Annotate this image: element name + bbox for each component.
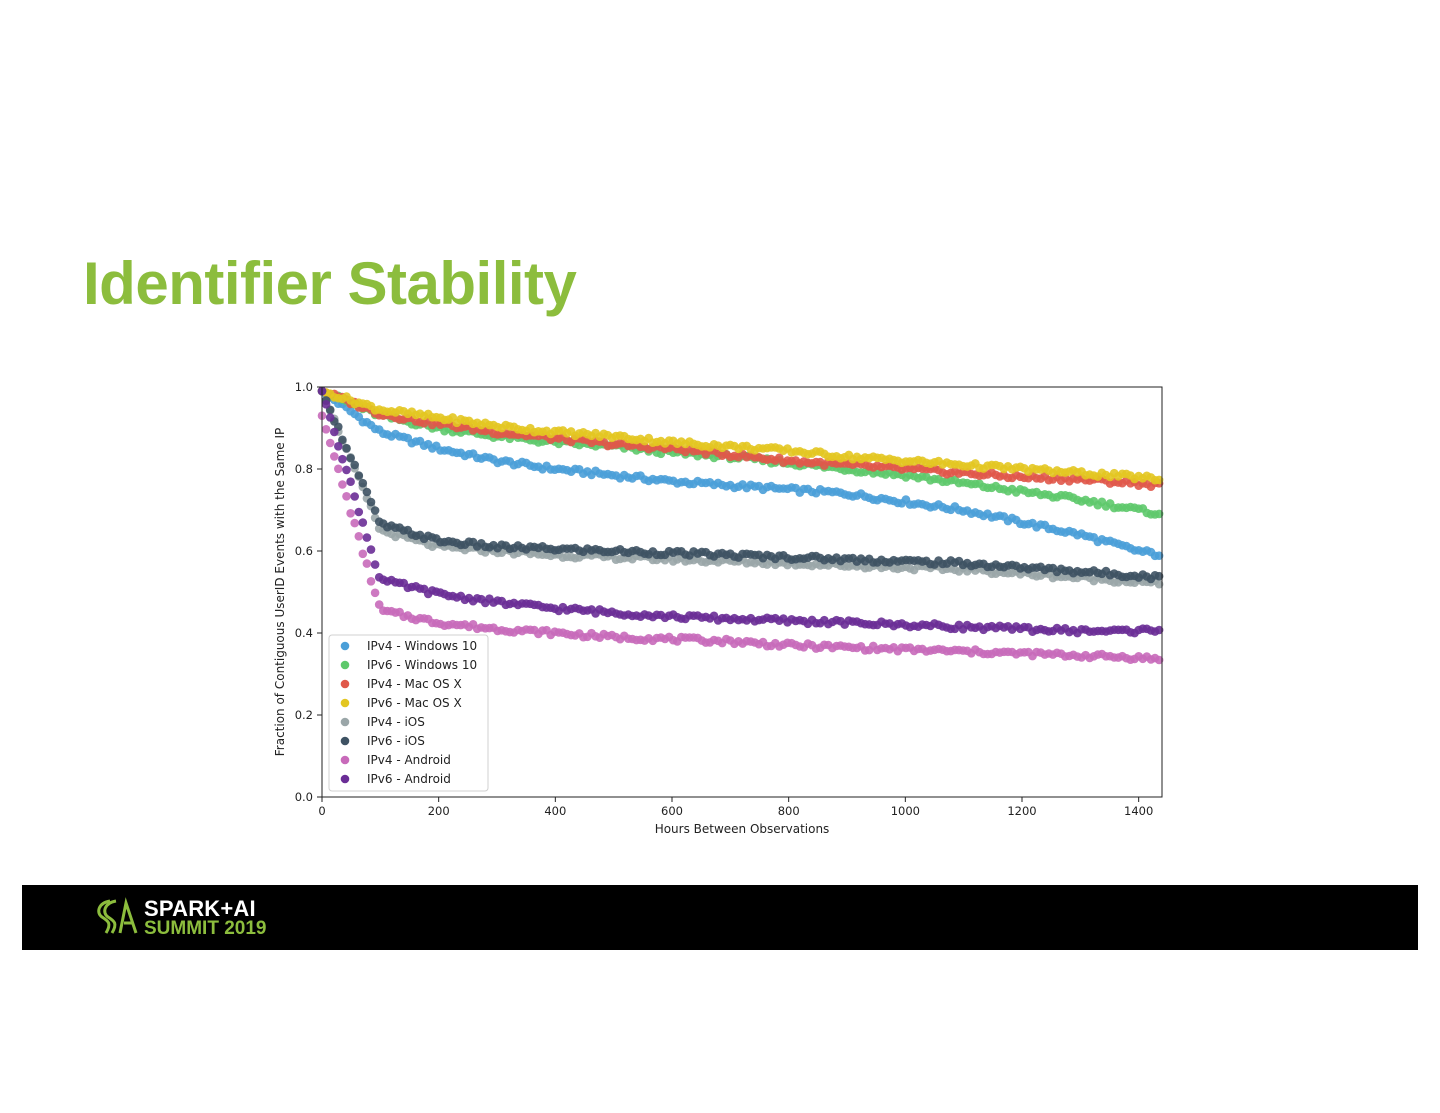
spark-ai-summit-logo: SPARK+AI SUMMIT 2019	[92, 897, 282, 939]
data-point	[370, 560, 380, 569]
plot-frame	[321, 386, 1163, 798]
footer-bar: SPARK+AI SUMMIT 2019	[22, 885, 1418, 950]
data-point	[1154, 475, 1164, 485]
data-point	[346, 509, 355, 518]
legend-marker	[340, 641, 350, 651]
x-tick-label: 200	[428, 804, 450, 818]
x-tick-label: 1400	[1124, 804, 1153, 818]
data-point	[321, 400, 331, 409]
data-point	[358, 549, 368, 559]
data-point	[342, 443, 351, 453]
data-point	[374, 600, 384, 609]
data-point	[321, 425, 331, 434]
legend-marker	[340, 717, 350, 727]
data-point	[1154, 625, 1164, 635]
data-point	[1154, 509, 1164, 519]
data-point	[370, 588, 380, 598]
x-tick-label: 600	[661, 804, 683, 818]
legend-marker	[340, 660, 350, 670]
data-point	[354, 532, 364, 541]
data-point	[325, 438, 335, 448]
data-point	[1154, 551, 1164, 560]
x-tick-label: 1000	[891, 804, 920, 818]
data-point	[325, 413, 335, 422]
legend-marker	[340, 679, 350, 689]
legend-box	[328, 634, 489, 792]
data-point	[342, 492, 351, 501]
data-point	[366, 545, 376, 554]
data-point	[370, 506, 380, 515]
legend-label: IPv4 - iOS	[367, 715, 425, 729]
legend-marker	[340, 736, 350, 746]
data-point	[354, 471, 364, 480]
y-tick-label: 0.8	[295, 462, 313, 476]
data-point	[330, 452, 339, 461]
data-point	[1154, 655, 1164, 665]
legend-marker	[340, 698, 350, 708]
x-tick-label: 1200	[1007, 804, 1036, 818]
legend-label: IPv6 - Android	[367, 772, 451, 786]
data-point	[358, 518, 368, 527]
y-axis-label: Fraction of Contiguous UserID Events wit…	[273, 428, 287, 757]
y-tick-label: 0.2	[295, 708, 313, 722]
data-point	[362, 559, 372, 568]
data-point	[334, 442, 343, 451]
data-point	[362, 487, 372, 497]
slide-title: Identifier Stability	[83, 250, 577, 317]
data-point	[338, 480, 347, 489]
legend-label: IPv6 - Windows 10	[367, 658, 477, 672]
data-point	[358, 478, 368, 488]
data-point	[1154, 579, 1164, 589]
legend-label: IPv4 - Windows 10	[367, 639, 477, 653]
legend-marker	[340, 755, 350, 765]
data-point	[346, 477, 355, 487]
data-point	[350, 492, 360, 501]
legend-label: IPv4 - Mac OS X	[367, 677, 462, 691]
scatter-chart: 0 200 400 600 800 1000 1200 1400 0.0 0.2 0.4 0.6 0.8…	[273, 380, 1164, 836]
data-point	[334, 464, 343, 474]
x-tick-label: 400	[544, 804, 566, 818]
legend-label: IPv4 - Android	[367, 753, 451, 767]
y-tick-label: 0.6	[295, 544, 313, 558]
y-tick-label: 0.0	[295, 790, 313, 804]
legend-label: IPv6 - iOS	[367, 734, 425, 748]
data-point	[366, 497, 376, 507]
x-axis-label: Hours Between Observations	[655, 822, 830, 836]
logo-text-secondary: SUMMIT 2019	[144, 918, 267, 939]
spark-ai-summit-logo-icon	[97, 897, 138, 934]
data-point	[362, 533, 372, 542]
data-point	[338, 435, 347, 445]
legend-marker	[340, 774, 350, 784]
data-point	[350, 460, 360, 470]
legend-label: IPv6 - Mac OS X	[367, 696, 462, 710]
data-point	[330, 427, 339, 437]
y-tick-label: 1.0	[295, 380, 313, 394]
y-tick-label: 0.4	[295, 626, 313, 640]
data-point	[354, 507, 364, 517]
x-tick-label: 0	[318, 804, 325, 818]
logo-text-primary: SPARK+AI	[144, 896, 256, 921]
data-point	[342, 465, 351, 475]
data-point	[338, 454, 347, 464]
data-point	[346, 453, 355, 463]
x-tick-label: 800	[778, 804, 800, 818]
data-point	[350, 518, 360, 528]
data-point	[366, 577, 376, 586]
data-point	[1154, 571, 1164, 581]
